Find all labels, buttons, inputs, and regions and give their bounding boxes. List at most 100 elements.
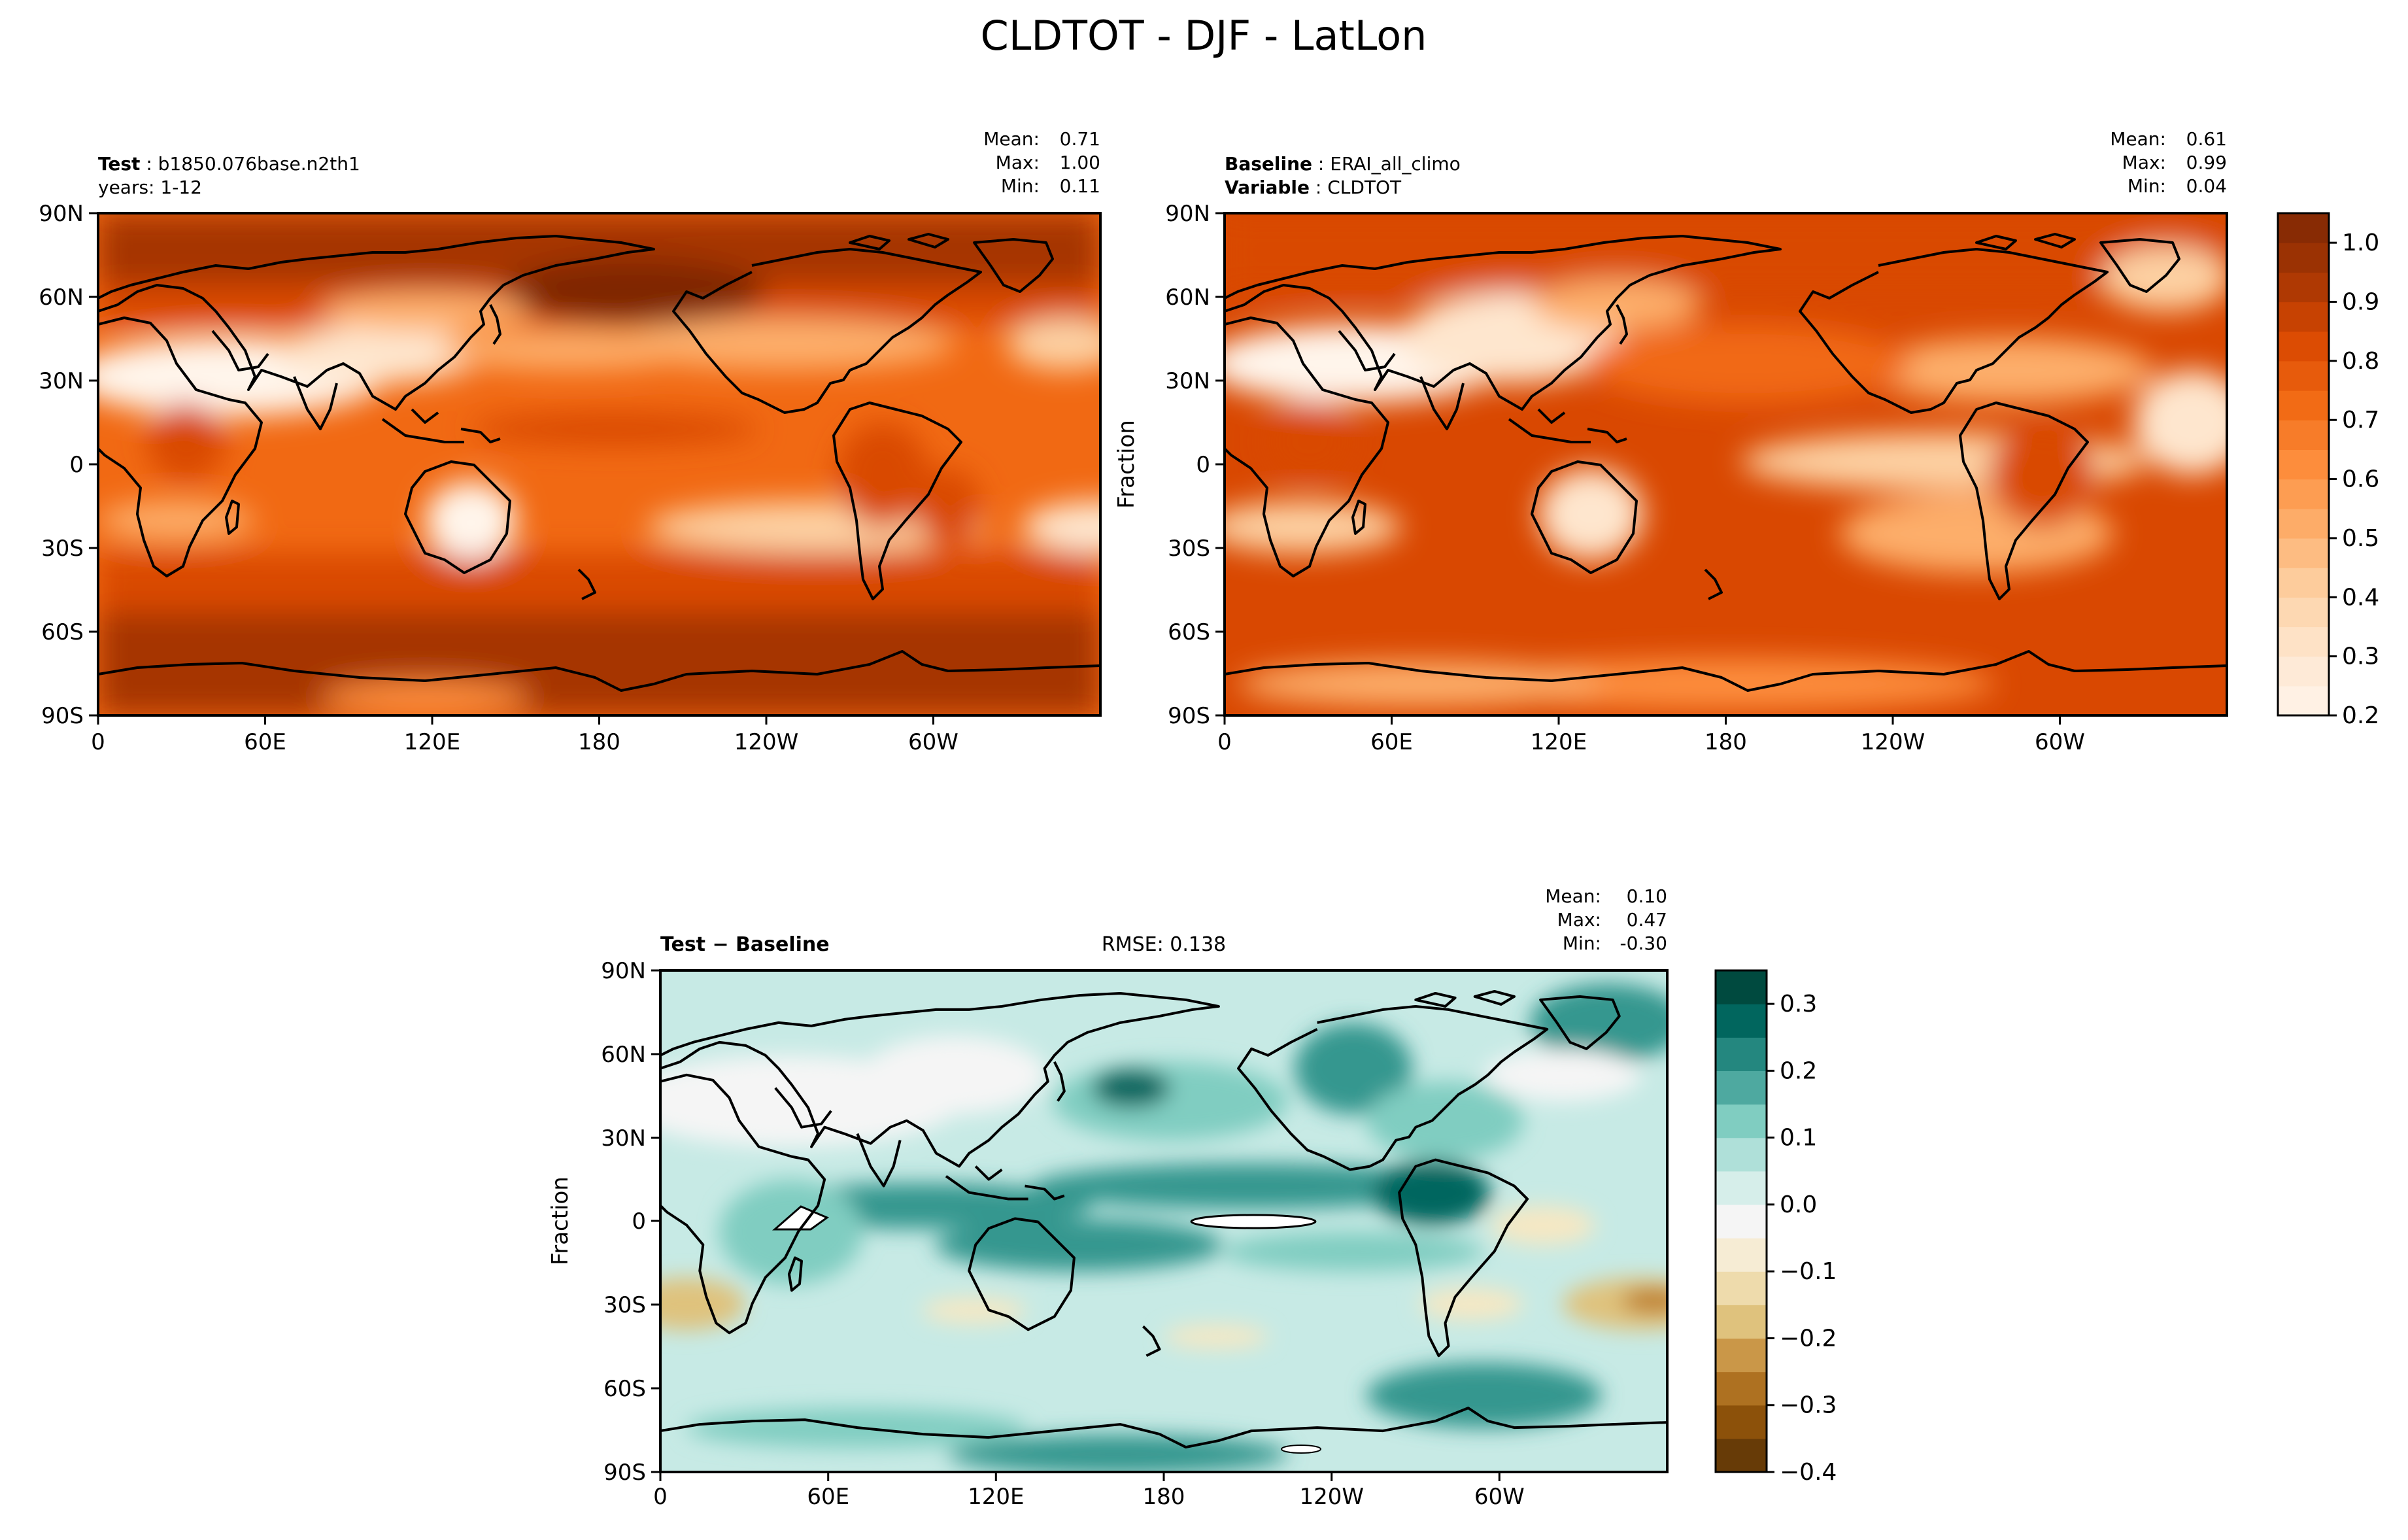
cloud-fraction-colorbar-tick-label: 0.4 (2342, 584, 2379, 611)
difference-colorbar-swatch (1716, 1004, 1767, 1038)
test-mean-value: 0.71 (1060, 128, 1100, 150)
test-x-axis: 0 60E 120E 180 120W 60W (91, 715, 958, 755)
cloud-fraction-colorbar-swatch (2278, 272, 2329, 303)
difference-colorbar-swatch (1716, 1271, 1767, 1305)
cloud-fraction-colorbar-swatch (2278, 449, 2329, 480)
baseline-sublabel-colon: : (1310, 177, 1327, 198)
difference-colorbar-swatch (1716, 1104, 1767, 1138)
difference-label: Test − Baseline (660, 933, 830, 956)
cloud-fraction-colorbar-swatch (2278, 656, 2329, 687)
test-min-value: 0.11 (1060, 175, 1100, 197)
difference-mean-value: 0.10 (1627, 885, 1667, 907)
test-x-tick-label: 0 (91, 729, 105, 755)
difference-y-tick-label: 30N (601, 1125, 646, 1152)
difference-y-tick-label: 90S (603, 1460, 646, 1486)
difference-colorbar-tick-label: −0.4 (1780, 1459, 1837, 1486)
difference-colorbar-tick-label: −0.3 (1780, 1392, 1837, 1419)
test-panel: 90N 60N 30N 0 30S 60S 90S 0 60E 120E 180… (39, 128, 1102, 755)
baseline-y-tick-label: 60S (1168, 619, 1210, 645)
difference-colorbar-swatch (1716, 1037, 1767, 1071)
baseline-y-tick-label: 60N (1165, 284, 1210, 311)
baseline-min-value: 0.04 (2186, 175, 2227, 197)
difference-void-antarctic (1281, 1445, 1321, 1454)
test-y-tick-label: 30S (41, 536, 84, 562)
cloud-fraction-colorbar-swatch (2278, 213, 2329, 243)
cloud-fraction-colorbar-tick-label: 0.9 (2342, 289, 2379, 316)
test-max-label: Max: (996, 152, 1040, 173)
difference-void-pacific (1190, 1214, 1317, 1229)
difference-y-tick-label: 30S (603, 1292, 646, 1318)
difference-colorbar-swatch (1716, 1238, 1767, 1272)
test-x-tick-label: 120E (404, 729, 460, 755)
difference-colorbar: 0.3 0.2 0.1 0.0 −0.1 −0.2 −0.3 −0.4 (1714, 969, 1837, 1486)
cloud-fraction-colorbar-swatch (2278, 685, 2329, 716)
difference-colorbar-tick-label: 0.3 (1780, 991, 1817, 1018)
difference-y-axis-title: Fraction (547, 1176, 573, 1265)
baseline-mean-value: 0.61 (2186, 128, 2227, 150)
test-mean-label: Mean: (983, 128, 1040, 150)
difference-y-tick-label: 60N (601, 1042, 646, 1068)
baseline-panel: 90N 60N 30N 0 30S 60S 90S Fraction 0 60E… (1113, 128, 2379, 755)
difference-min-label: Min: (1563, 933, 1601, 954)
cloud-fraction-colorbar-frame (2277, 212, 2330, 717)
difference-colorbar-swatch (1716, 970, 1767, 1004)
cloud-fraction-colorbar-swatch (2278, 420, 2329, 451)
baseline-min-label: Min: (2128, 175, 2166, 197)
difference-colorbar-swatch (1716, 1137, 1767, 1172)
difference-colorbar-swatch (1716, 1070, 1767, 1105)
test-sublabel: years: 1-12 (98, 177, 202, 198)
cloud-fraction-colorbar-swatch (2278, 597, 2329, 628)
test-y-tick-label: 90N (39, 201, 84, 227)
cloud-fraction-colorbar-swatch (2278, 301, 2329, 332)
baseline-x-tick-label: 60E (1370, 729, 1413, 755)
baseline-x-axis: 0 60E 120E 180 120W 60W (1217, 715, 2085, 755)
test-min-label: Min: (1001, 175, 1040, 197)
test-x-tick-label: 180 (578, 729, 620, 755)
test-y-axis: 90N 60N 30N 0 30S 60S 90S (39, 201, 98, 729)
baseline-y-tick-label: 90S (1168, 703, 1210, 729)
cloud-fraction-colorbar-swatch (2278, 331, 2329, 362)
difference-colorbar-swatch (1716, 1371, 1767, 1406)
difference-colorbar-tick-label: 0.2 (1780, 1057, 1817, 1084)
difference-colorbar-swatch (1716, 1305, 1767, 1339)
difference-max-label: Max: (1557, 909, 1601, 931)
difference-y-tick-label: 0 (632, 1208, 646, 1235)
cloud-fraction-colorbar-swatch (2278, 479, 2329, 509)
difference-rmse: RMSE: 0.138 (1102, 933, 1226, 956)
baseline-sublabel: Variable : CLDTOT (1225, 177, 1402, 198)
baseline-x-tick-label: 180 (1704, 729, 1747, 755)
difference-colorbar-frame (1714, 969, 1768, 1473)
difference-map (660, 970, 1667, 1472)
difference-x-tick-label: 120E (968, 1484, 1024, 1510)
difference-x-tick-label: 180 (1143, 1484, 1185, 1510)
baseline-x-tick-label: 120W (1861, 729, 1925, 755)
cloud-fraction-colorbar-swatch (2278, 508, 2329, 539)
cloud-fraction-colorbar-tick-label: 0.5 (2342, 525, 2379, 552)
baseline-label-bold: Baseline (1225, 153, 1312, 175)
difference-y-axis: 90N 60N 30N 0 30S 60S 90S (601, 958, 660, 1486)
baseline-map (1225, 213, 2227, 715)
difference-colorbar-swatch (1716, 1438, 1767, 1473)
baseline-sublabel-value: CLDTOT (1327, 177, 1402, 198)
figure-title: CLDTOT - DJF - LatLon (981, 12, 1427, 60)
baseline-max-value: 0.99 (2186, 152, 2227, 173)
difference-y-tick-label: 90N (601, 958, 646, 984)
baseline-y-axis: 90N 60N 30N 0 30S 60S 90S (1165, 201, 1225, 729)
difference-x-tick-label: 120W (1299, 1484, 1364, 1510)
cloud-fraction-colorbar-tick-label: 0.2 (2342, 702, 2379, 729)
test-x-tick-label: 120W (734, 729, 799, 755)
cloud-fraction-colorbar-swatch (2278, 243, 2329, 273)
baseline-y-tick-label: 30S (1168, 536, 1210, 562)
test-label-bold: Test (98, 153, 140, 175)
difference-y-tick-label: 60S (603, 1376, 646, 1402)
test-y-tick-label: 30N (39, 368, 84, 394)
difference-colorbar-tick-label: −0.1 (1780, 1258, 1837, 1285)
baseline-y-tick-label: 30N (1165, 368, 1210, 394)
difference-min-value: -0.30 (1620, 933, 1667, 954)
difference-colorbar-swatch (1716, 1338, 1767, 1373)
test-x-tick-label: 60W (908, 729, 958, 755)
test-y-tick-label: 90S (41, 703, 84, 729)
test-y-tick-label: 60S (41, 619, 84, 645)
baseline-label-value: ERAI_all_climo (1330, 153, 1461, 175)
baseline-x-tick-label: 60W (2035, 729, 2085, 755)
